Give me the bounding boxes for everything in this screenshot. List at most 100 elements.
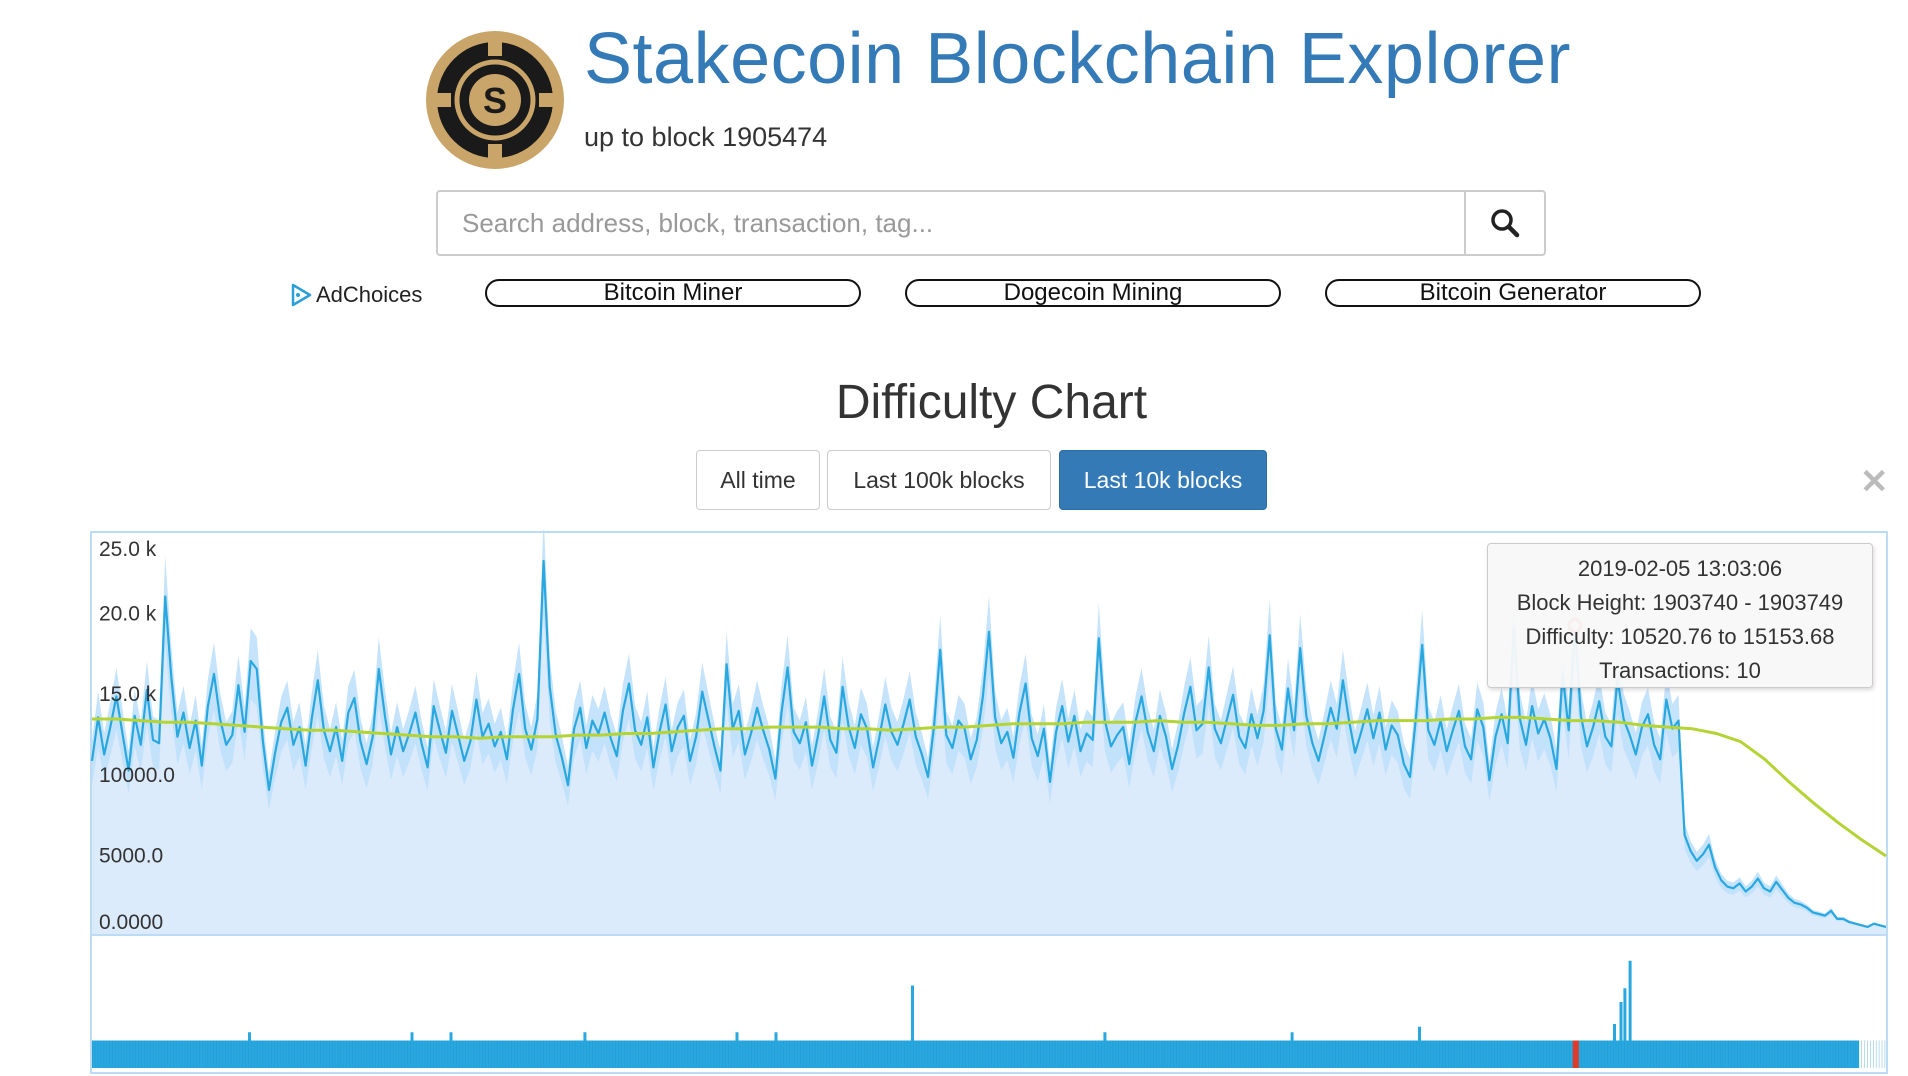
tx-bar [1124,1040,1125,1068]
tx-bar [1014,1040,1015,1068]
tx-bar [1387,1040,1388,1068]
tx-bar [725,1040,726,1068]
tx-bar [739,1040,741,1068]
search-button[interactable] [1464,192,1544,254]
tx-bar [106,1040,108,1068]
tx-bar [560,1040,561,1068]
y-tick-label: 5000.0 [99,844,163,867]
tx-bar [1844,1040,1845,1068]
tx-bar [537,1040,538,1068]
tx-bar [985,1040,986,1068]
tx-bar [1745,1040,1747,1068]
tx-bar [1329,1040,1330,1068]
tx-bar [748,1040,749,1068]
tx-bar [1433,1040,1435,1068]
range-button-last-10k[interactable]: Last 10k blocks [1059,450,1267,510]
adchoices[interactable]: AdChoices [290,282,422,308]
tx-bar [410,1040,411,1068]
tx-bar [320,1040,321,1068]
tx-bar [204,1040,206,1068]
tx-spike-bar [735,1032,739,1042]
tx-bar [274,1040,275,1068]
range-button-all-time[interactable]: All time [696,450,820,510]
tx-bar [609,1040,611,1068]
tx-bar [1416,1040,1417,1068]
tx-bar [615,1040,616,1068]
tx-bar [629,1040,631,1068]
tx-bar [259,1040,261,1068]
tx-bar [650,1040,651,1068]
tx-bar [146,1040,148,1068]
tx-bar [1705,1040,1706,1068]
tx-bar [1664,1040,1666,1068]
tx-bar [1659,1040,1660,1068]
tx-bar [1300,1040,1302,1068]
tx-bar [94,1040,96,1068]
ad-link-bitcoin-generator[interactable]: Bitcoin Generator [1325,279,1701,307]
tx-bar [771,1040,772,1068]
tx-bar [1867,1040,1868,1068]
tx-bar [612,1040,613,1068]
tx-bar [667,1040,668,1068]
tx-bar [1442,1040,1443,1068]
tx-bar [1289,1040,1290,1068]
tx-bar [1688,1040,1689,1068]
tx-bar [1873,1040,1874,1068]
tx-bar [1023,1040,1024,1068]
tx-bar [1317,1040,1319,1068]
tx-bar [719,1040,720,1068]
tx-bar [837,1040,839,1068]
tx-bar [1555,1040,1556,1068]
site-title[interactable]: Stakecoin Blockchain Explorer [584,19,1571,99]
tx-bar [401,1040,402,1068]
tx-bar [713,1040,715,1068]
tx-bar [820,1040,822,1068]
tx-bar [1797,1040,1799,1068]
tx-bar [1286,1040,1287,1068]
tx-bar [1280,1040,1281,1068]
ad-link-dogecoin-mining[interactable]: Dogecoin Mining [905,279,1281,307]
tx-bar [1852,1040,1854,1068]
tx-bar [311,1040,313,1068]
tx-bar [641,1040,642,1068]
tx-bar-selected [1572,1040,1579,1068]
tx-bar [268,1040,269,1068]
tx-bar [892,1040,894,1068]
tx-bar [1563,1040,1565,1068]
tx-bar [797,1040,799,1068]
tx-bar [1277,1040,1278,1068]
tx-bar [1020,1040,1021,1068]
tx-bar [1352,1040,1354,1068]
tx-bar [1219,1040,1221,1068]
tx-bar [626,1040,628,1068]
range-button-last-100k[interactable]: Last 100k blocks [827,450,1051,510]
tx-bar [1358,1040,1359,1068]
tx-bar [540,1040,541,1068]
tx-bar [647,1040,648,1068]
tx-bar [803,1040,804,1068]
tx-bar [673,1040,674,1068]
tx-bar [219,1040,220,1068]
tx-bar [392,1040,394,1068]
tx-bar [381,1040,382,1068]
search-input[interactable] [438,192,1468,254]
tx-bar [1526,1040,1527,1068]
tx-bar [1364,1040,1365,1068]
tx-bar [473,1040,475,1068]
tx-bar [1881,1040,1883,1068]
tx-bar [164,1040,165,1068]
tx-bar [1702,1040,1703,1068]
close-icon[interactable]: ✕ [1860,463,1889,501]
tx-bar [939,1040,940,1068]
tx-bar [606,1040,608,1068]
tx-bar [161,1040,162,1068]
tx-bar [849,1040,851,1068]
tx-bar [1080,1040,1082,1068]
tx-bar [959,1040,960,1068]
ad-link-bitcoin-miner[interactable]: Bitcoin Miner [485,279,861,307]
tx-bar [1511,1040,1513,1068]
tx-bar [681,1040,683,1068]
tx-bar [447,1040,449,1068]
tx-bar [1161,1040,1163,1068]
tx-bar [1182,1040,1183,1068]
